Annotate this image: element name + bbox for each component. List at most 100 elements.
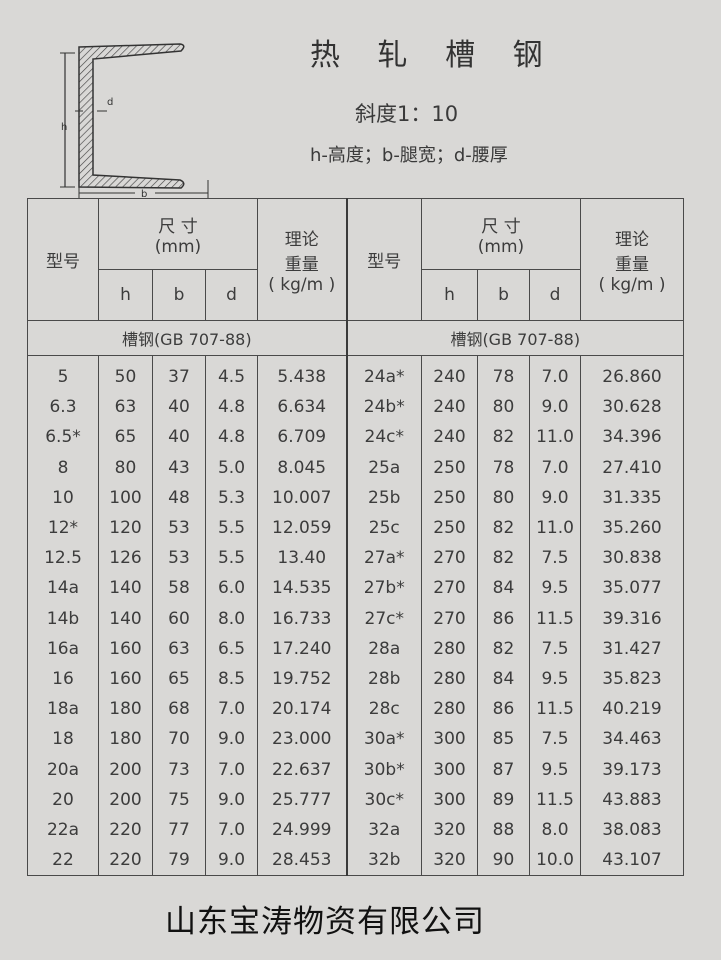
- right-b-cell: 89: [477, 784, 530, 815]
- header-weight-label2: 重量: [615, 254, 649, 275]
- left-d-cell: 5.5: [205, 543, 258, 574]
- left-b-cell: 65: [152, 663, 206, 695]
- left-b-cell: 53: [152, 512, 206, 544]
- left-weight-cell: 14.535: [257, 573, 348, 604]
- right-d-cell: 8.0: [529, 814, 581, 845]
- channel-section-diagram: h d b: [60, 43, 209, 200]
- table-row: 12.5 126 53 5.5 13.40 27a* 270 82 7.5 30.838: [27, 543, 684, 574]
- right-b-cell: 90: [477, 845, 530, 877]
- left-model-cell: 10: [27, 482, 99, 513]
- table-row: 16a 160 63 6.5 17.240 28a 280 82 7.5 31.427: [27, 633, 684, 664]
- right-weight-cell: 31.427: [580, 633, 684, 664]
- table-row: 6.5* 65 40 4.8 6.709 24c* 240 82 11.0 34.396: [27, 422, 684, 453]
- right-model-cell: 24b*: [346, 392, 422, 423]
- header-model-label: 型号: [367, 252, 402, 272]
- left-model-cell: 8: [27, 452, 99, 483]
- right-d-cell: 7.5: [529, 543, 581, 574]
- right-model-cell: 25a: [346, 452, 422, 483]
- right-d-cell: 11.0: [529, 422, 581, 453]
- right-d-cell: 9.5: [529, 573, 581, 604]
- right-weight-cell: 38.083: [580, 814, 684, 845]
- left-d-cell: 4.8: [205, 422, 258, 453]
- right-model-cell: 25c: [346, 512, 422, 544]
- left-h-cell: 80: [98, 452, 153, 483]
- left-b-cell: 37: [152, 355, 206, 393]
- right-b-cell: 80: [477, 482, 530, 513]
- channel-steel-table: 型号 尺 寸 (mm) 理论 重量( kg/m ) 型号 尺 寸 (mm) 理论 重量(…: [27, 198, 684, 877]
- right-weight-cell: 35.077: [580, 573, 684, 604]
- header-size-right: 尺 寸 (mm): [421, 198, 581, 270]
- left-d-cell: 9.0: [205, 724, 258, 755]
- table-row: 18 180 70 9.0 23.000 30a* 300 85 7.5 34.463: [27, 724, 684, 755]
- company-name: 山东宝涛物资有限公司: [165, 904, 485, 940]
- left-d-cell: 7.0: [205, 754, 258, 785]
- right-model-cell: 28c: [346, 694, 422, 725]
- right-model-cell: 27a*: [346, 543, 422, 574]
- header-weight-label2: 重量: [284, 254, 319, 275]
- header-h-right: h: [421, 269, 478, 321]
- table-row: 12* 120 53 5.5 12.059 25c 250 82 11.0 35.260: [27, 512, 684, 544]
- left-weight-cell: 6.709: [257, 422, 348, 453]
- right-weight-cell: 35.260: [580, 512, 684, 544]
- left-weight-cell: 20.174: [257, 694, 348, 725]
- left-h-cell: 180: [98, 694, 153, 725]
- left-weight-cell: 22.637: [257, 754, 348, 785]
- right-weight-cell: 31.335: [580, 482, 684, 513]
- left-b-cell: 48: [152, 482, 206, 513]
- header-d: d: [205, 269, 258, 321]
- left-b-cell: 43: [152, 452, 206, 483]
- left-d-cell: 7.0: [205, 694, 258, 725]
- symbol-legend: h-高度；b-腿宽；d-腰厚: [310, 145, 508, 166]
- left-model-cell: 6.3: [27, 392, 99, 423]
- right-model-cell: 25b: [346, 482, 422, 513]
- left-d-cell: 6.5: [205, 633, 258, 664]
- right-d-cell: 11.5: [529, 784, 581, 815]
- table-row: 20a 200 73 7.0 22.637 30b* 300 87 9.5 39.173: [27, 754, 684, 785]
- left-model-cell: 12*: [27, 512, 99, 544]
- right-b-cell: 82: [477, 512, 530, 544]
- right-b-cell: 78: [477, 355, 530, 393]
- right-model-cell: 32b: [346, 845, 422, 877]
- header-weight-unit: ( kg/m ): [268, 274, 336, 295]
- left-weight-cell: 23.000: [257, 724, 348, 755]
- right-model-cell: 30c*: [346, 784, 422, 815]
- left-model-cell: 22: [27, 845, 99, 877]
- right-b-cell: 87: [477, 754, 530, 785]
- right-d-cell: 7.0: [529, 355, 581, 393]
- header-weight-unit: ( kg/m ): [598, 274, 666, 295]
- left-h-cell: 200: [98, 754, 153, 785]
- left-h-cell: 200: [98, 784, 153, 815]
- left-d-cell: 6.0: [205, 573, 258, 604]
- right-b-cell: 82: [477, 422, 530, 453]
- right-h-cell: 250: [421, 512, 478, 544]
- right-h-cell: 320: [421, 845, 478, 877]
- right-weight-cell: 39.316: [580, 603, 684, 634]
- diagram-label-d: d: [107, 97, 113, 108]
- left-b-cell: 73: [152, 754, 206, 785]
- right-model-cell: 24a*: [346, 355, 422, 393]
- header-d-right: d: [529, 269, 581, 321]
- left-model-cell: 20a: [27, 754, 99, 785]
- right-model-cell: 30a*: [346, 724, 422, 755]
- right-d-cell: 7.5: [529, 724, 581, 755]
- right-weight-cell: 26.860: [580, 355, 684, 393]
- left-weight-cell: 6.634: [257, 392, 348, 423]
- header-model-label: 型号: [46, 252, 80, 272]
- right-d-cell: 11.5: [529, 694, 581, 725]
- header-b: b: [152, 269, 206, 321]
- header-model: 型号: [27, 198, 99, 321]
- standard-label-right: 槽钢(GB 707-88): [346, 320, 684, 356]
- right-d-cell: 9.0: [529, 392, 581, 423]
- right-weight-cell: 30.628: [580, 392, 684, 423]
- right-b-cell: 88: [477, 814, 530, 845]
- header-h: h: [98, 269, 153, 321]
- left-h-cell: 120: [98, 512, 153, 544]
- right-h-cell: 280: [421, 633, 478, 664]
- table-row: 8 80 43 5.0 8.045 25a 250 78 7.0 27.410: [27, 452, 684, 483]
- left-b-cell: 79: [152, 845, 206, 877]
- table-row: 22a 220 77 7.0 24.999 32a 320 88 8.0 38.083: [27, 814, 684, 845]
- left-h-cell: 220: [98, 845, 153, 877]
- left-h-cell: 126: [98, 543, 153, 574]
- right-h-cell: 250: [421, 452, 478, 483]
- right-h-cell: 280: [421, 663, 478, 695]
